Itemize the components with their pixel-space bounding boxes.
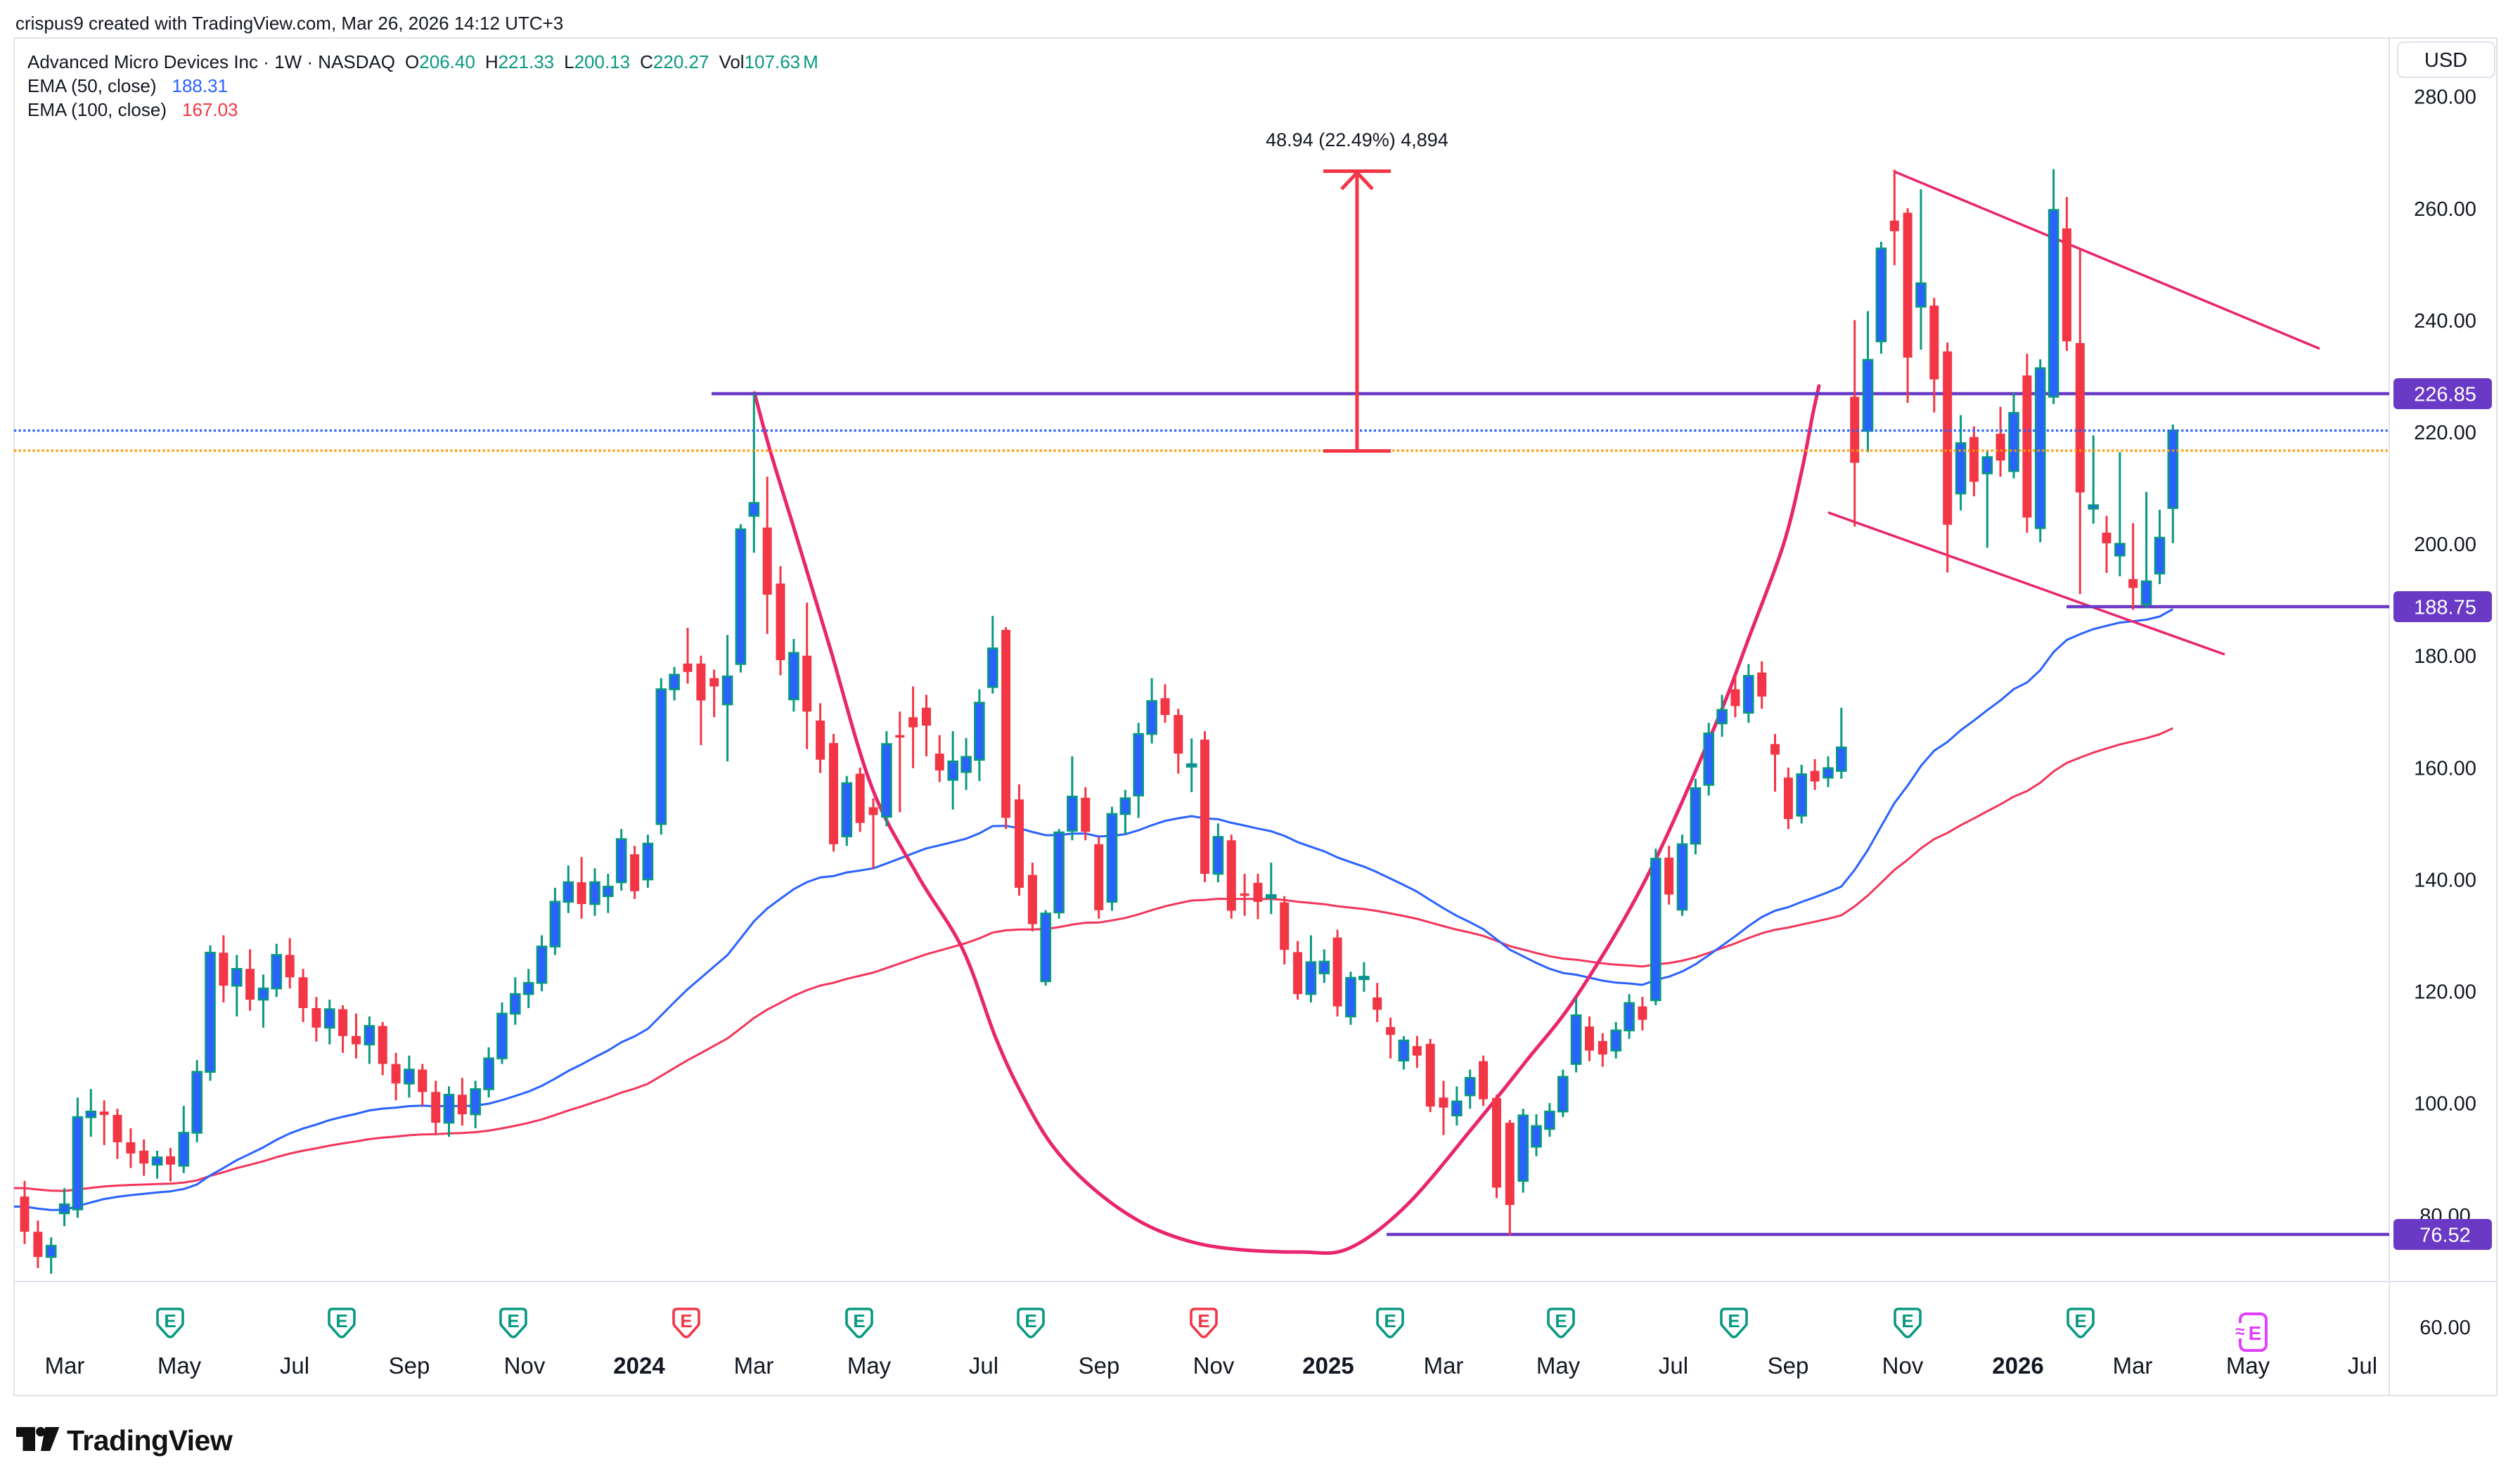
svg-text:260.00: 260.00: [2414, 198, 2476, 221]
svg-text:2025: 2025: [1302, 1353, 1354, 1379]
svg-text:2026: 2026: [1992, 1353, 2043, 1379]
svg-text:May: May: [2226, 1353, 2270, 1379]
svg-text:2024: 2024: [613, 1353, 665, 1379]
svg-text:120.00: 120.00: [2414, 981, 2476, 1004]
svg-text:280.00: 280.00: [2414, 86, 2476, 109]
svg-text:180.00: 180.00: [2414, 645, 2476, 668]
svg-text:E: E: [2249, 1322, 2262, 1344]
svg-text:E: E: [1384, 1310, 1396, 1331]
svg-text:E: E: [853, 1310, 865, 1331]
svg-text:May: May: [847, 1353, 892, 1379]
svg-text:E: E: [335, 1310, 347, 1331]
svg-text:E: E: [1024, 1310, 1036, 1331]
svg-text:EMA (50, close)188.31: EMA (50, close) 188.31: [27, 75, 228, 96]
svg-text:May: May: [1536, 1353, 1581, 1379]
svg-text:188.75: 188.75: [2414, 597, 2476, 619]
svg-text:E: E: [1555, 1310, 1567, 1331]
svg-text:140.00: 140.00: [2414, 870, 2476, 892]
svg-text:E: E: [2074, 1310, 2086, 1331]
svg-text:Nov: Nov: [1193, 1353, 1235, 1379]
svg-text:Nov: Nov: [1882, 1353, 1924, 1379]
svg-text:crispus9 created with TradingV: crispus9 created with TradingView.com, M…: [15, 13, 563, 34]
svg-text:Mar: Mar: [734, 1353, 774, 1379]
svg-text:E: E: [1728, 1310, 1740, 1331]
svg-text:48.94 (22.49%) 4,894: 48.94 (22.49%) 4,894: [1266, 129, 1448, 150]
svg-text:E: E: [680, 1310, 692, 1331]
svg-text:160.00: 160.00: [2414, 757, 2476, 780]
svg-text:Sep: Sep: [389, 1353, 430, 1379]
svg-text:200.00: 200.00: [2414, 534, 2476, 556]
svg-text:Jul: Jul: [2348, 1353, 2377, 1379]
svg-text:240.00: 240.00: [2414, 310, 2476, 333]
svg-text:Jul: Jul: [1659, 1353, 1688, 1379]
svg-text:Jul: Jul: [280, 1353, 309, 1379]
svg-text:76.52: 76.52: [2419, 1225, 2471, 1247]
svg-text:220.00: 220.00: [2414, 422, 2476, 444]
svg-text:TradingView: TradingView: [67, 1424, 233, 1457]
svg-text:Mar: Mar: [2113, 1353, 2153, 1379]
svg-text:Sep: Sep: [1768, 1353, 1809, 1379]
svg-text:Jul: Jul: [969, 1353, 998, 1379]
svg-text:100.00: 100.00: [2414, 1093, 2476, 1116]
svg-text:60.00: 60.00: [2419, 1317, 2471, 1339]
svg-text:Advanced Micro Devices Inc · 1: Advanced Micro Devices Inc · 1W · NASDAQ…: [27, 51, 818, 72]
svg-text:226.85: 226.85: [2414, 384, 2476, 406]
svg-text:USD: USD: [2424, 49, 2467, 72]
svg-text:E: E: [1197, 1310, 1209, 1331]
svg-text:Mar: Mar: [45, 1353, 85, 1379]
svg-text:E: E: [507, 1310, 519, 1331]
svg-text:Mar: Mar: [1424, 1353, 1464, 1379]
svg-text:E: E: [1901, 1310, 1913, 1331]
svg-text:E: E: [164, 1310, 176, 1331]
svg-text:EMA (100, close)167.03: EMA (100, close) 167.03: [27, 99, 238, 120]
svg-text:≈: ≈: [2235, 1322, 2244, 1341]
svg-text:Nov: Nov: [504, 1353, 546, 1379]
svg-text:Sep: Sep: [1079, 1353, 1120, 1379]
svg-text:May: May: [158, 1353, 202, 1379]
